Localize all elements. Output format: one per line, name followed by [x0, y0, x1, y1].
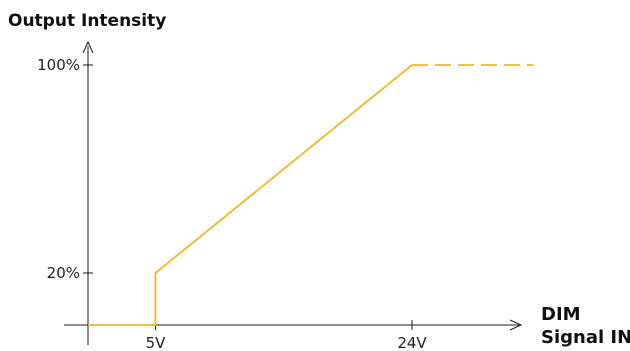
x-axis-label: DIM Signal IN — [541, 304, 630, 348]
x-axis-label-line-2: Signal IN — [541, 327, 630, 348]
x-tick-label-1: 24V — [397, 334, 427, 351]
series-group — [88, 64, 534, 326]
series-line-solid — [88, 64, 413, 326]
x-axis-label-line-1: DIM — [541, 304, 581, 325]
ticks-group: 5V 24V 20% 100% — [37, 56, 427, 351]
y-tick-label-1: 100% — [37, 56, 80, 74]
x-tick-label-0: 5V — [146, 334, 167, 351]
y-axis-arrow — [82, 40, 94, 54]
y-tick-label-0: 20% — [47, 264, 80, 282]
x-axis-arrow — [509, 319, 523, 331]
chart-title: Output Intensity — [8, 11, 166, 31]
